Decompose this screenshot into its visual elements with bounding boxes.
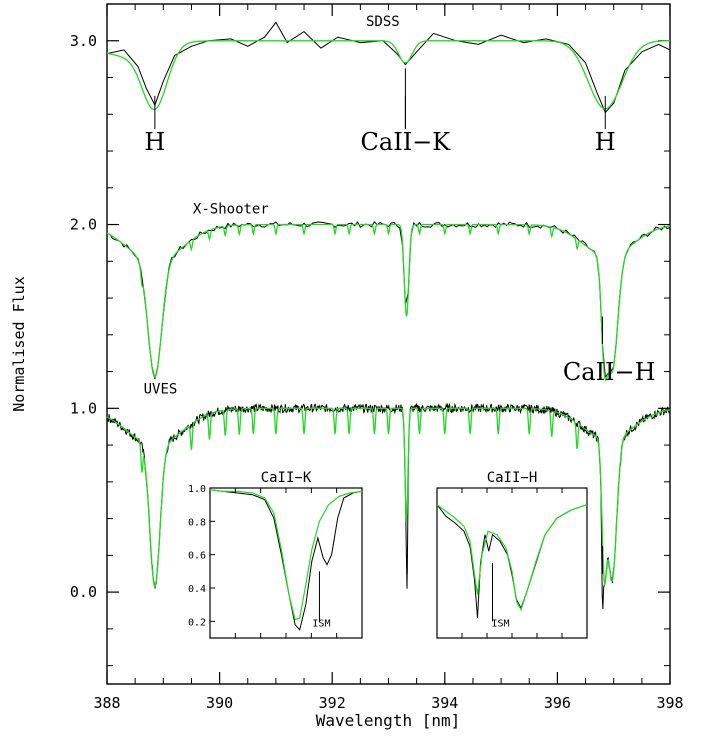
x-axis-title: Wavelength [nm] <box>316 711 461 730</box>
x-tick-label: 398 <box>656 694 683 712</box>
observed-spectrum-line <box>106 220 671 380</box>
line-id-label: H <box>144 128 165 156</box>
x-tick-label: 394 <box>431 694 458 712</box>
inset-frame <box>209 487 363 639</box>
y-tick-label: 2.0 <box>70 216 97 234</box>
x-tick-label: 392 <box>319 694 346 712</box>
model-spectrum-line <box>106 40 670 111</box>
y-tick-label: 0.0 <box>70 583 97 601</box>
x-tick-label: 388 <box>93 694 120 712</box>
ism-label: ISM <box>491 618 509 629</box>
inset-title: CaII−K <box>261 470 312 486</box>
inset-y-tick-label: 0.6 <box>188 551 206 562</box>
axis-ticks: 388 390 392 394 396 398 0.0 1.0 2.0 3.0 <box>70 4 684 712</box>
y-axis-title: Normalised Flux <box>10 276 28 411</box>
observed-spectrum-line <box>106 21 671 114</box>
inset-frame <box>436 487 588 639</box>
line-id-label: H <box>595 128 616 156</box>
line-id-label: CaII−H <box>563 358 656 386</box>
spectra-lines <box>106 21 671 610</box>
insets: CaII−K 1.0 0.8 0.6 0.4 0.2 ISM CaII−H ISM <box>188 470 588 639</box>
spectrum-label: UVES <box>144 382 178 398</box>
spectrum-label: X-Shooter <box>193 202 269 218</box>
inset-y-tick-label: 0.8 <box>188 517 206 528</box>
line-id-label: CaII−K <box>361 128 452 156</box>
inset-model-line <box>436 504 588 612</box>
x-tick-label: 390 <box>206 694 233 712</box>
inset-panel: CaII−H ISM <box>436 470 588 639</box>
spectra-labels: SDSS X-Shooter UVES H CaII−K H CaII−H <box>144 14 656 574</box>
inset-title: CaII−H <box>487 470 538 486</box>
x-tick-label: 396 <box>544 694 571 712</box>
y-tick-label: 1.0 <box>70 399 97 417</box>
inset-y-tick-label: 0.2 <box>188 617 206 628</box>
model-spectrum-line <box>106 223 671 382</box>
inset-y-tick-label: 0.4 <box>188 584 206 595</box>
ism-label: ISM <box>312 618 330 629</box>
y-tick-label: 3.0 <box>70 32 97 50</box>
model-spectrum-line <box>106 407 671 588</box>
inset-model-line <box>209 489 363 621</box>
spectrum-label: SDSS <box>366 14 400 30</box>
inset-panel: CaII−K 1.0 0.8 0.6 0.4 0.2 ISM <box>188 470 363 639</box>
inset-y-tick-label: 1.0 <box>188 484 206 495</box>
inset-observed-line <box>209 489 363 631</box>
